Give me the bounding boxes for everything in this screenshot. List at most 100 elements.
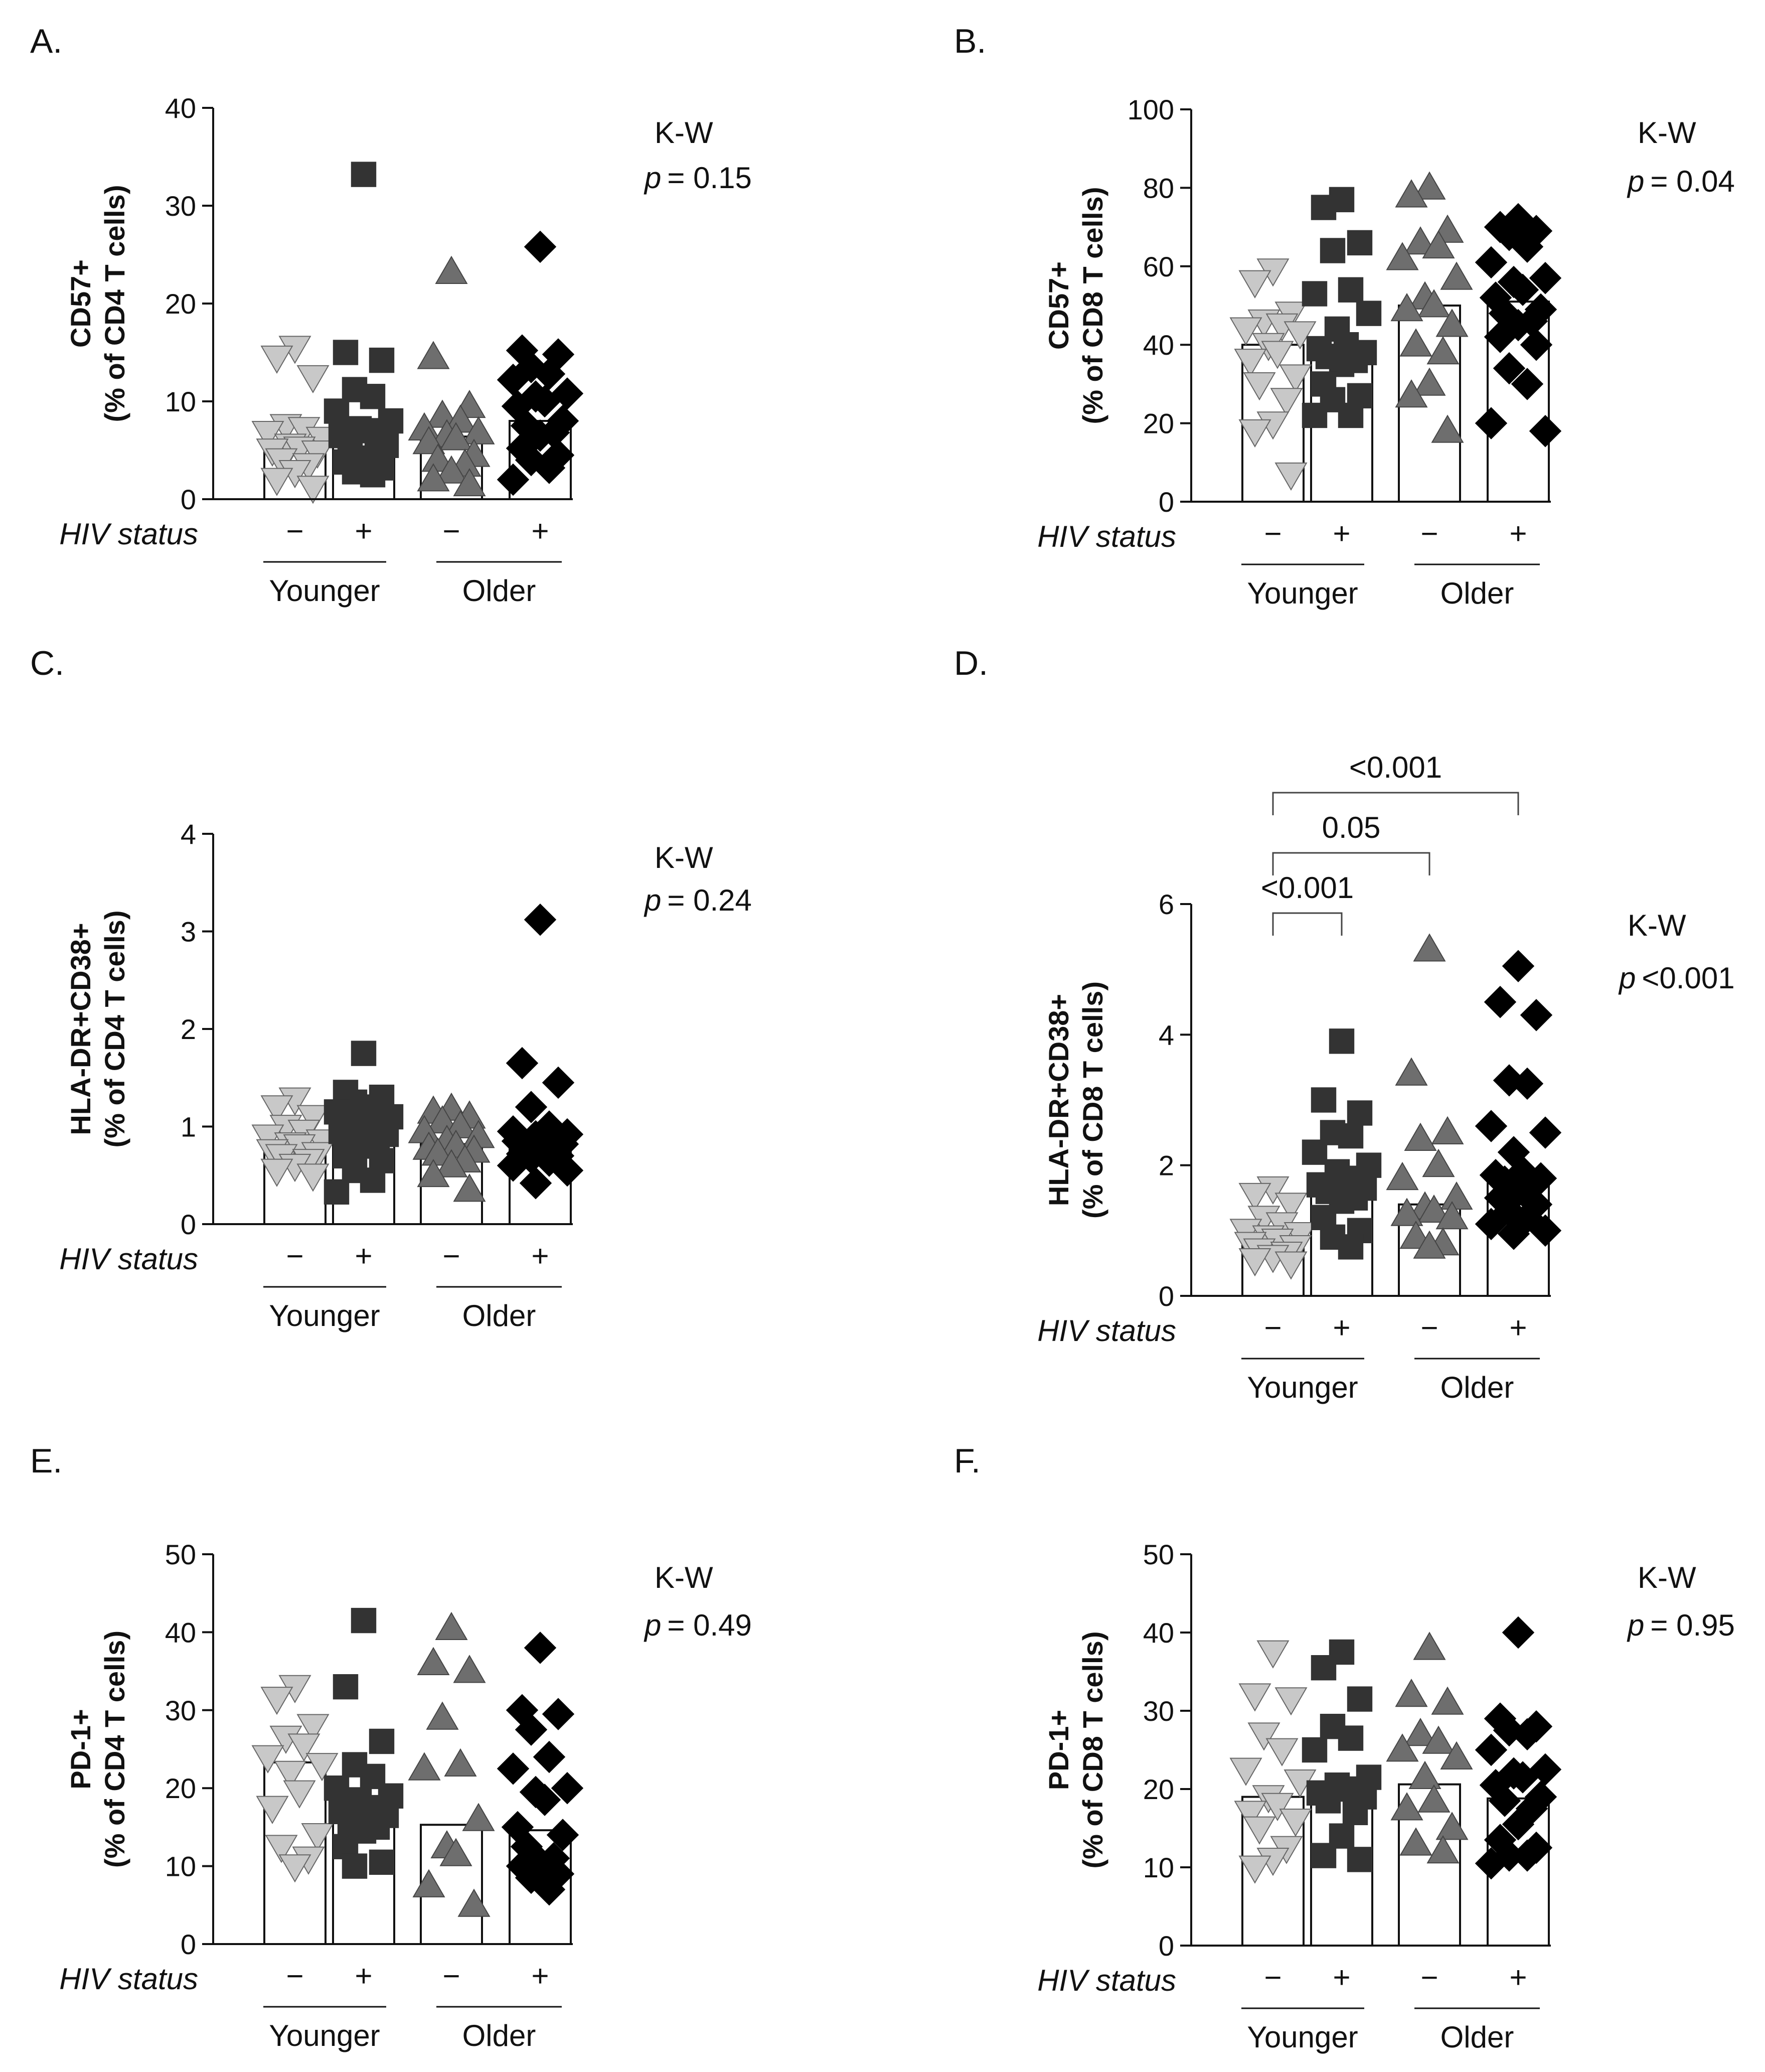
y-tick-label: 40: [165, 1616, 196, 1648]
y-tick-label: 0: [181, 484, 196, 515]
data-point-group-4: [1484, 321, 1517, 353]
data-point-group-4: [1524, 293, 1557, 326]
y-axis-title-line1: PD-1+: [65, 1709, 96, 1789]
data-point-group-2: [1338, 402, 1364, 428]
data-point-group-3: [1413, 171, 1446, 200]
data-point-group-4: [1475, 1733, 1508, 1766]
y-axis-title-line2: (% of CD4 T cells): [99, 185, 130, 422]
data-point-group-1: [274, 1760, 307, 1789]
data-point-group-3: [1417, 289, 1451, 318]
data-point-group-1: [296, 476, 330, 504]
data-point-group-2: [324, 398, 350, 424]
data-point-group-4: [524, 1632, 557, 1664]
p-value-text: p <0.001: [1618, 961, 1735, 995]
older-label: Older: [1440, 2020, 1514, 2054]
data-point-group-4: [533, 1110, 566, 1143]
panel-label: D.: [954, 644, 988, 682]
data-point-group-1: [1274, 1193, 1308, 1221]
hiv-status-label: HIV status: [1037, 1314, 1176, 1348]
data-point-group-3: [1395, 1057, 1428, 1086]
data-point-group-4: [528, 385, 561, 418]
hiv-positive-sign: +: [531, 514, 549, 548]
data-point-group-1: [260, 468, 293, 496]
y-tick-label: 30: [165, 1695, 196, 1726]
hiv-status-label: HIV status: [1037, 520, 1176, 553]
data-point-group-3: [439, 422, 472, 451]
data-point-group-1: [1234, 1801, 1267, 1829]
panel-c: C. 0 1 2 3 4 HLA-DR+CD38+(% of CD4 T cells) HIV…: [30, 644, 752, 1333]
data-point-group-1: [278, 1854, 311, 1883]
data-point-group-3: [1440, 1181, 1473, 1210]
data-point-group-1: [251, 1124, 284, 1153]
data-point-group-2: [369, 1728, 395, 1754]
data-point-group-1: [296, 1714, 330, 1742]
y-tick-label: 2: [1159, 1150, 1174, 1181]
data-point-group-2: [1338, 1725, 1364, 1751]
panel-label: E.: [30, 1442, 62, 1480]
data-point-group-3: [435, 1149, 468, 1177]
data-point-group-4: [1502, 1175, 1535, 1208]
data-point-group-3: [1386, 1161, 1419, 1191]
data-point-group-2: [1347, 1847, 1373, 1872]
data-point-group-2: [1311, 1655, 1337, 1681]
p-value-text: p = 0.49: [644, 1608, 752, 1642]
hiv-positive-sign: +: [1509, 1311, 1527, 1345]
hiv-status-label: HIV status: [1037, 1964, 1176, 1997]
data-point-group-4: [497, 1149, 530, 1182]
data-point-group-1: [287, 1733, 320, 1762]
data-point-group-1: [256, 1796, 289, 1824]
y-tick-label: 10: [165, 1851, 196, 1882]
data-point-group-1: [260, 1158, 293, 1187]
p-symbol: p: [644, 1608, 661, 1642]
y-tick-label: 40: [1143, 1617, 1174, 1649]
data-point-group-1: [1279, 364, 1312, 393]
data-point-group-2: [369, 347, 395, 373]
data-point-group-3: [1390, 1792, 1423, 1821]
younger-label: Younger: [269, 574, 380, 608]
data-point-group-2: [1347, 1100, 1373, 1126]
data-point-group-3: [421, 1137, 454, 1166]
data-point-group-3: [1431, 1116, 1464, 1144]
data-point-group-3: [462, 416, 495, 445]
data-point-group-1: [296, 1105, 330, 1133]
data-point-group-1: [1274, 1687, 1308, 1716]
panel-label: B.: [954, 22, 986, 60]
data-point-group-4: [506, 432, 539, 465]
data-point-group-1: [1229, 317, 1262, 346]
y-axis-title-line2: (% of CD4 T cells): [99, 911, 130, 1148]
y-axis-title-line1: HLA-DR+CD38+: [65, 923, 96, 1135]
y-axis-title-line1: HLA-DR+CD38+: [1043, 994, 1074, 1206]
panel-label: F.: [954, 1442, 981, 1480]
y-tick-label: 60: [1143, 251, 1174, 282]
data-point-group-2: [1311, 1087, 1337, 1113]
y-tick-label: 0: [1159, 486, 1174, 518]
data-point-group-2: [378, 408, 404, 434]
data-point-group-3: [1404, 226, 1437, 255]
data-point-group-2: [324, 1179, 350, 1205]
data-point-group-4: [524, 903, 557, 936]
data-point-group-4: [1475, 407, 1508, 439]
data-point-group-3: [417, 1158, 450, 1188]
data-point-group-1: [1243, 1816, 1276, 1845]
data-point-group-4: [1493, 219, 1526, 251]
y-axis-title: HLA-DR+CD38+(% of CD4 T cells): [65, 911, 130, 1148]
y-tick-label: 50: [1143, 1539, 1174, 1570]
data-point-group-1: [260, 1687, 293, 1715]
significance-bracket: [1272, 792, 1519, 815]
hiv-negative-sign: −: [1264, 517, 1281, 550]
data-point-group-1: [265, 1835, 298, 1863]
p-symbol: p: [1627, 1608, 1644, 1642]
data-point-group-3: [1413, 367, 1446, 396]
younger-label: Younger: [1247, 576, 1358, 610]
data-point-group-2: [1347, 230, 1373, 256]
hiv-positive-sign: +: [355, 1239, 372, 1273]
hiv-positive-sign: +: [355, 1959, 372, 1993]
hiv-positive-sign: +: [1509, 1961, 1527, 1994]
data-point-group-4: [1475, 1847, 1508, 1880]
p-symbol: p: [644, 161, 661, 195]
data-point-group-3: [1390, 1198, 1423, 1226]
data-point-group-3: [1426, 336, 1460, 365]
data-point-group-4: [533, 358, 566, 390]
data-point-group-4: [551, 1772, 584, 1805]
data-point-group-1: [1256, 1640, 1290, 1669]
